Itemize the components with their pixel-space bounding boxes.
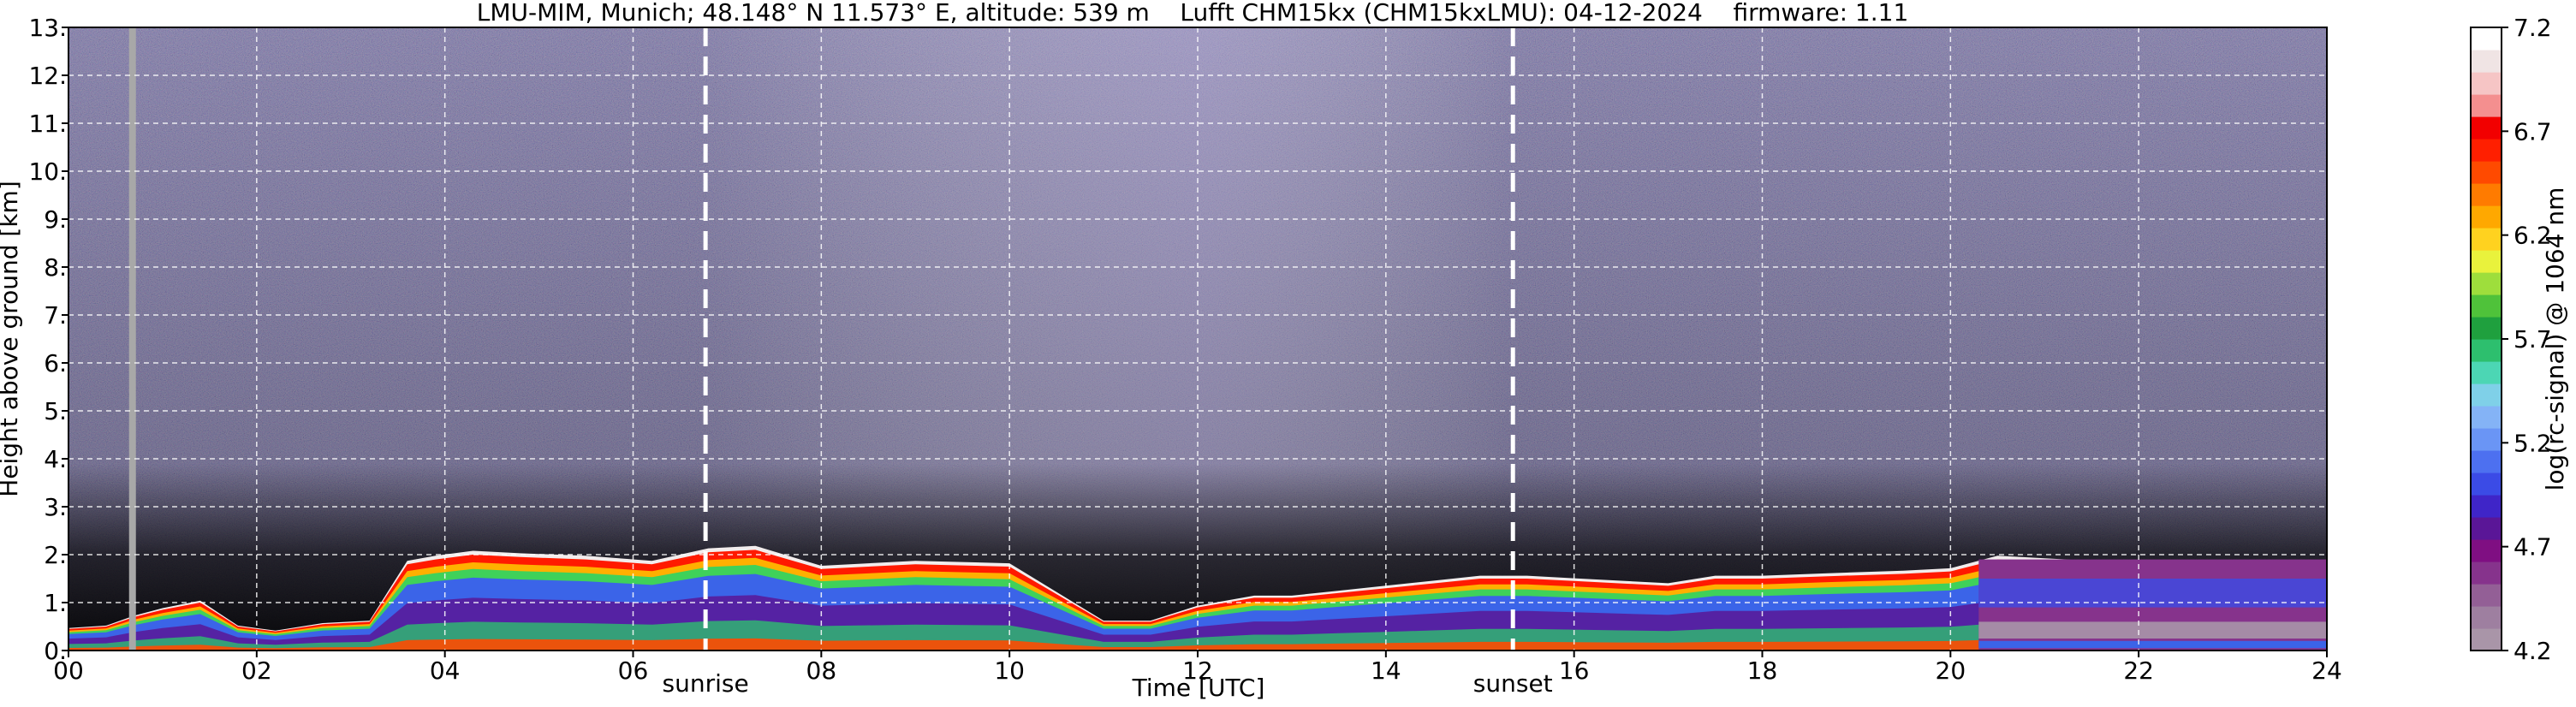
sun-lines (703, 27, 1515, 651)
x-tick-label: 04 (430, 656, 461, 685)
x-tick-label: 24 (2311, 656, 2342, 685)
colorbar-tick-label: 6.2 (2514, 222, 2552, 250)
colorbar-swatch (2471, 50, 2502, 73)
y-axis: 0. 1. 2. 3. 4. 5. 6. 7. 8. 9. 10. 11. 12. 13. (28, 14, 68, 665)
colorbar-swatch (2471, 228, 2502, 251)
colorbar-swatch (2471, 539, 2502, 562)
x-tick-label: 16 (1559, 656, 1590, 685)
colorbar-swatch (2471, 339, 2502, 362)
y-tick-label: 9. (44, 205, 67, 234)
y-tick-label: 1. (44, 589, 67, 617)
colorbar-swatch (2471, 361, 2502, 384)
colorbar-swatch (2471, 272, 2502, 295)
colorbar-swatch (2471, 406, 2502, 429)
y-tick-label: 5. (44, 397, 67, 425)
colorbar-swatch (2471, 472, 2502, 496)
y-tick-label: 2. (44, 541, 67, 569)
colorbar-tick-label: 5.2 (2514, 429, 2552, 457)
colorbar-swatch (2471, 606, 2502, 629)
colorbar-tick-label: 6.7 (2514, 117, 2552, 146)
plot-area (68, 27, 2327, 651)
colorbar-swatch (2471, 495, 2502, 518)
layer-evening-base (1978, 640, 2327, 649)
colorbar-swatch (2471, 584, 2502, 607)
colorbar: 4.2 4.7 5.2 5.7 6.2 6.7 7.2 (2470, 14, 2552, 665)
y-tick-label: 8. (44, 253, 67, 282)
x-tick-label: 06 (618, 656, 649, 685)
colorbar-swatch (2471, 27, 2502, 50)
y-tick-label: 0. (44, 637, 67, 665)
annotations: sunrise sunset (663, 669, 1553, 698)
y-tick-label: 4. (44, 445, 67, 473)
layer-evening-lilac (1978, 621, 2327, 639)
colorbar-tick-label: 5.7 (2514, 325, 2552, 354)
colorbar-swatch (2471, 517, 2502, 540)
x-tick-label: 00 (53, 656, 84, 685)
y-axis-label: Height above ground [km] (0, 181, 23, 497)
annotation-sunrise: sunrise (663, 669, 749, 698)
x-tick-label: 02 (241, 656, 272, 685)
y-tick-label: 10. (28, 157, 67, 186)
y-tick-label: 6. (44, 349, 67, 377)
colorbar-swatch (2471, 428, 2502, 451)
colorbar-tick-label: 4.2 (2514, 637, 2552, 665)
colorbar-swatch (2471, 116, 2502, 140)
x-axis-label: Time [UTC] (1132, 674, 1265, 702)
x-tick-label: 18 (1747, 656, 1778, 685)
chart-title: LMU-MIM, Munich; 48.148° N 11.573° E, al… (477, 0, 1909, 27)
x-tick-label: 14 (1371, 656, 1401, 685)
colorbar-swatch (2471, 450, 2502, 473)
colorbar-label: log(rc-signal) @ 1064 nm (2541, 187, 2569, 491)
x-axis: 00 02 04 06 08 10 12 14 16 18 20 22 24 (53, 651, 2342, 685)
x-tick-label: 08 (806, 656, 837, 685)
colorbar-tick-label: 4.7 (2514, 533, 2552, 561)
colorbar-swatch (2471, 294, 2502, 318)
y-tick-label: 13. (28, 14, 67, 42)
colorbar-swatch (2471, 250, 2502, 273)
y-tick-label: 11. (28, 110, 67, 138)
x-tick-label: 22 (2123, 656, 2154, 685)
annotation-sunset: sunset (1473, 669, 1553, 698)
y-tick-label: 12. (28, 62, 67, 90)
colorbar-tick-label: 7.2 (2514, 14, 2552, 42)
x-tick-label: 10 (994, 656, 1025, 685)
colorbar-swatch (2471, 561, 2502, 585)
y-tick-label: 7. (44, 301, 67, 330)
colorbar-swatch (2471, 317, 2502, 340)
colorbar-swatch (2471, 94, 2502, 117)
colorbar-swatch (2471, 139, 2502, 162)
ceiling-gap-bar (128, 27, 136, 651)
y-tick-label: 3. (44, 493, 67, 521)
x-tick-label: 12 (1182, 656, 1213, 685)
colorbar-swatch (2471, 72, 2502, 95)
colorbar-swatch (2471, 205, 2502, 229)
colorbar-swatch (2471, 161, 2502, 184)
colorbar-swatch (2471, 628, 2502, 651)
colorbar-swatch (2471, 383, 2502, 407)
grid-lines (68, 27, 2327, 651)
x-tick-label: 20 (1936, 656, 1966, 685)
colorbar-swatch (2471, 183, 2502, 206)
